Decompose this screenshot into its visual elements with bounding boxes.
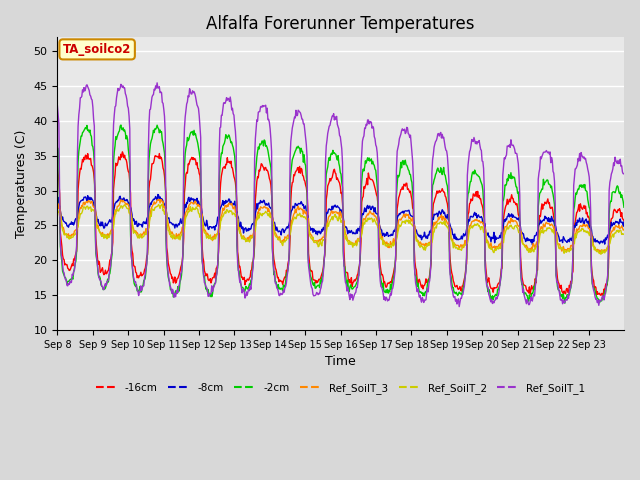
-8cm	[275, 229, 282, 235]
-8cm	[432, 212, 440, 217]
Ref_SoilT_3	[253, 215, 260, 220]
Ref_SoilT_3	[596, 251, 604, 257]
Ref_SoilT_2	[120, 203, 128, 209]
Ref_SoilT_2	[597, 252, 605, 257]
-16cm	[121, 152, 129, 158]
-2cm	[561, 300, 569, 306]
-8cm	[225, 196, 232, 202]
Line: -16cm: -16cm	[58, 152, 624, 295]
Ref_SoilT_3	[400, 212, 408, 217]
Ref_SoilT_2	[54, 208, 61, 214]
-16cm	[253, 179, 260, 184]
Ref_SoilT_2	[620, 231, 628, 237]
Ref_SoilT_2	[432, 224, 440, 230]
-16cm	[597, 292, 605, 298]
-16cm	[275, 275, 282, 280]
-2cm	[620, 204, 628, 210]
Ref_SoilT_1	[620, 171, 628, 177]
Line: Ref_SoilT_1: Ref_SoilT_1	[58, 83, 624, 307]
Ref_SoilT_1	[120, 85, 128, 91]
Y-axis label: Temperatures (C): Temperatures (C)	[15, 130, 28, 238]
-8cm	[54, 195, 61, 201]
-16cm	[225, 159, 232, 165]
Ref_SoilT_2	[400, 219, 408, 225]
-2cm	[225, 132, 232, 138]
Ref_SoilT_1	[225, 96, 232, 102]
Ref_SoilT_3	[225, 201, 232, 206]
Ref_SoilT_2	[275, 237, 282, 242]
Text: TA_soilco2: TA_soilco2	[63, 43, 131, 56]
-2cm	[54, 144, 61, 150]
-16cm	[620, 218, 628, 224]
-8cm	[154, 192, 162, 197]
Ref_SoilT_3	[275, 237, 282, 242]
Ref_SoilT_2	[159, 201, 166, 207]
Ref_SoilT_1	[400, 127, 408, 133]
Ref_SoilT_1	[153, 80, 161, 86]
Line: -2cm: -2cm	[58, 125, 624, 303]
Ref_SoilT_2	[225, 210, 232, 216]
-2cm	[400, 162, 408, 168]
X-axis label: Time: Time	[325, 355, 356, 368]
-8cm	[529, 242, 536, 248]
Title: Alfalfa Forerunner Temperatures: Alfalfa Forerunner Temperatures	[207, 15, 475, 33]
Line: -8cm: -8cm	[58, 194, 624, 245]
Ref_SoilT_3	[120, 199, 128, 204]
Ref_SoilT_3	[54, 202, 61, 207]
-2cm	[432, 171, 440, 177]
-8cm	[253, 201, 260, 207]
Ref_SoilT_1	[54, 103, 61, 109]
Line: Ref_SoilT_3: Ref_SoilT_3	[58, 199, 624, 254]
Line: Ref_SoilT_2: Ref_SoilT_2	[58, 204, 624, 254]
-16cm	[118, 149, 126, 155]
Legend: -16cm, -8cm, -2cm, Ref_SoilT_3, Ref_SoilT_2, Ref_SoilT_1: -16cm, -8cm, -2cm, Ref_SoilT_3, Ref_Soil…	[92, 378, 589, 398]
Ref_SoilT_1	[275, 288, 282, 294]
-2cm	[275, 282, 282, 288]
-2cm	[121, 127, 129, 133]
-8cm	[620, 219, 628, 225]
-16cm	[432, 194, 440, 200]
-8cm	[120, 195, 128, 201]
-16cm	[54, 165, 61, 170]
-16cm	[400, 181, 408, 187]
Ref_SoilT_1	[432, 139, 440, 144]
-8cm	[400, 210, 408, 216]
Ref_SoilT_2	[253, 216, 260, 222]
Ref_SoilT_3	[620, 227, 628, 233]
Ref_SoilT_1	[253, 117, 260, 122]
Ref_SoilT_1	[456, 304, 463, 310]
-2cm	[117, 122, 125, 128]
Ref_SoilT_3	[157, 196, 164, 202]
Ref_SoilT_3	[432, 219, 440, 225]
-2cm	[253, 155, 260, 160]
